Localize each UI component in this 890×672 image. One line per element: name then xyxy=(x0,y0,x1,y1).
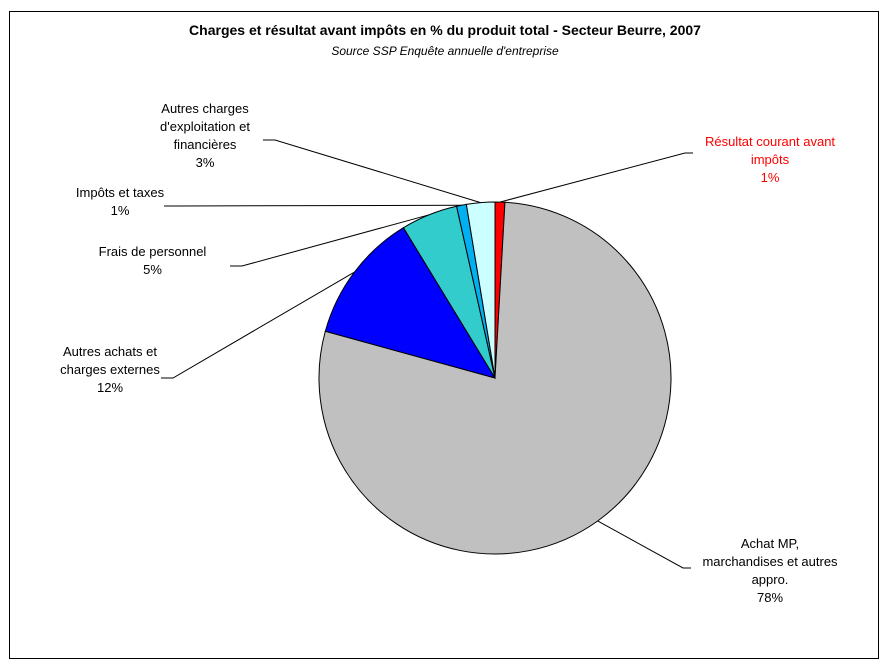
slice-label-text: appro. xyxy=(751,572,789,587)
chart-frame: Charges et résultat avant impôts en % du… xyxy=(9,11,879,659)
slice-percent: 1% xyxy=(760,170,780,185)
leader-line xyxy=(164,204,462,207)
slice-label: Résultat courant avant impôts 1% xyxy=(670,133,870,187)
leader-line xyxy=(597,520,691,569)
slice-label-text: Autres charges xyxy=(161,101,249,116)
slice-label: Impôts et taxes 1% xyxy=(65,184,175,220)
slice-label-text: charges externes xyxy=(60,362,160,377)
slice-percent: 5% xyxy=(143,262,162,277)
leader-line xyxy=(230,214,430,267)
slice-percent: 1% xyxy=(110,203,130,218)
leader-line xyxy=(499,152,693,203)
slice-percent: 12% xyxy=(96,380,124,395)
slice-percent: 3% xyxy=(195,155,215,170)
slice-label-text: Frais de personnel xyxy=(98,244,207,259)
slice-label-text: Résultat courant avant xyxy=(704,134,836,149)
chart-subtitle: Source SSP Enquête annuelle d'entreprise xyxy=(331,44,559,58)
slice-label: Autres achats et charges externes 12% xyxy=(30,343,190,397)
slice-percent: 78% xyxy=(756,590,784,605)
slice-label-text: d'exploitation et xyxy=(160,119,250,134)
slice-label: Frais de personnel 5% xyxy=(70,243,235,279)
slice-label: Autres charges d'exploitation et financièr… xyxy=(140,100,270,172)
slice-label-text: Autres achats et xyxy=(63,344,157,359)
slice-label-text: marchandises et autres xyxy=(702,554,838,569)
slice-label-text: Impôts et taxes xyxy=(75,185,165,200)
pie-slice xyxy=(324,227,497,379)
slice-label-text: Achat MP, xyxy=(740,536,800,551)
chart-title: Charges et résultat avant impôts en % du… xyxy=(189,22,701,38)
leader-line xyxy=(263,139,481,204)
slice-label: Achat MP, marchandises et autres appro. 78% xyxy=(670,535,870,607)
pie-chart xyxy=(161,139,693,569)
leader-line xyxy=(161,271,355,379)
slice-label-text: impôts xyxy=(750,152,790,167)
slice-label-text: financières xyxy=(173,137,237,152)
